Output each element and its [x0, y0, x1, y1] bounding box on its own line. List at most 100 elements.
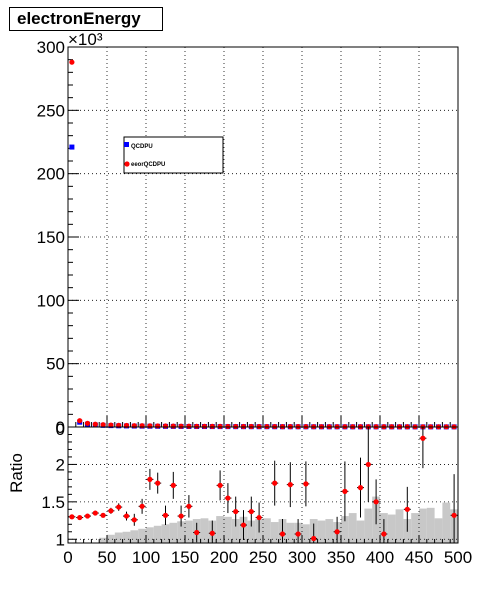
- y-tick-label: 250: [37, 101, 65, 120]
- ratio-hist-bar: [411, 513, 419, 543]
- ratio-point: [186, 503, 192, 509]
- marker-eeorqcdpu: [178, 423, 184, 429]
- ratio-markers: [68, 427, 458, 543]
- ratio-point: [77, 514, 83, 521]
- y-tick-label: 50: [46, 355, 65, 374]
- x-tick-label: 150: [171, 548, 199, 567]
- ratio-point: [162, 512, 169, 518]
- ratio-hist-bar: [356, 520, 365, 543]
- ratio-hist-bar: [419, 508, 427, 543]
- ratio-hist-bar: [426, 507, 435, 543]
- marker-eeorqcdpu: [186, 423, 192, 429]
- ratio-point: [451, 512, 457, 518]
- ratio-hist-bar: [146, 527, 154, 543]
- ratio-hist-bar: [341, 516, 349, 543]
- ratio-y-tick-label: 1.5: [41, 493, 65, 512]
- ratio-point: [178, 513, 184, 519]
- ratio-point: [194, 529, 200, 536]
- marker-eeorqcdpu: [194, 423, 200, 429]
- y-tick-label: 150: [37, 228, 65, 247]
- ratio-y-tick-label: 2: [56, 455, 65, 474]
- ratio-ticks: 0 50 100 150 200 250 300 350 400 450 500 1 1.5 2 0: [41, 420, 472, 567]
- ratio-point: [147, 476, 153, 482]
- ratio-hist-bar: [114, 532, 123, 543]
- ratio-point: [155, 480, 161, 486]
- ratio-point: [225, 495, 231, 501]
- main-ticks: 0 50 100 150 200 250 300: [37, 38, 459, 437]
- ratio-point: [311, 535, 317, 542]
- ratio-point: [420, 435, 426, 441]
- marker-qcdpu: [69, 144, 75, 150]
- ratio-hist-bar: [364, 508, 373, 543]
- ratio-hist-bar: [442, 502, 451, 543]
- ratio-point: [139, 503, 145, 509]
- ratio-hist-bar: [325, 519, 334, 543]
- marker-eeorqcdpu: [108, 422, 114, 428]
- legend-label-qcdpu: QCDPU: [131, 144, 153, 150]
- marker-eeorqcdpu: [147, 423, 153, 429]
- x-tick-label: 350: [327, 548, 355, 567]
- ratio-hist-bar: [224, 516, 232, 543]
- marker-eeorqcdpu: [77, 418, 83, 424]
- ratio-hist-bar: [138, 528, 146, 543]
- x-tick-label: 50: [98, 548, 117, 567]
- ratio-point: [69, 514, 75, 520]
- ratio-hist-bar: [177, 521, 185, 543]
- ratio-point: [342, 488, 348, 494]
- ratio-point: [108, 508, 114, 514]
- marker-eeorqcdpu: [240, 423, 247, 430]
- marker-eeorqcdpu: [233, 423, 239, 430]
- ratio-point: [256, 514, 262, 521]
- ratio-point: [365, 461, 371, 468]
- ratio-point: [131, 517, 137, 523]
- ratio-grid: [68, 427, 458, 543]
- ratio-hist-bar: [348, 513, 357, 543]
- ratio-hist-bar: [317, 520, 326, 543]
- ratio-hist-bar: [263, 518, 271, 543]
- ratio-point: [84, 513, 91, 519]
- ratio-point: [233, 508, 239, 515]
- ratio-hist-bar: [270, 522, 279, 543]
- ratio-hist-bar: [153, 525, 162, 543]
- ratio-point: [373, 499, 379, 505]
- ratio-point: [116, 504, 122, 510]
- ratio-hist-bar: [387, 514, 396, 543]
- ratio-y-tick-label: 1: [56, 530, 65, 549]
- ratio-hist-bar: [395, 509, 404, 543]
- marker-eeorqcdpu: [100, 422, 106, 428]
- ratio-point: [334, 529, 340, 535]
- ratio-point: [295, 531, 301, 537]
- ratio-point: [240, 522, 247, 528]
- ratio-hist-bar: [169, 522, 178, 543]
- marker-eeorqcdpu: [139, 423, 145, 429]
- legend-marker-qcdpu: [124, 142, 129, 147]
- y-tick-label: 0: [56, 418, 65, 437]
- ratio-point: [100, 512, 106, 518]
- marker-eeorqcdpu: [162, 423, 169, 429]
- x-tick-label: 500: [444, 548, 472, 567]
- y-tick-label: 100: [37, 291, 65, 310]
- ratio-point: [279, 531, 286, 537]
- ratio-hist-bar: [107, 534, 115, 543]
- ratio-hist-bar: [216, 516, 224, 543]
- ratio-point: [287, 482, 293, 488]
- ratio-hist-bar: [200, 518, 209, 543]
- marker-eeorqcdpu: [170, 423, 176, 429]
- marker-eeorqcdpu: [92, 421, 98, 427]
- ratio-point: [272, 480, 278, 486]
- ratio-point: [170, 482, 176, 488]
- ratio-hist-bar: [185, 520, 193, 543]
- ratio-point: [248, 508, 254, 515]
- legend-marker-eeorqcdpu: [124, 161, 130, 167]
- y-tick-label: 200: [37, 165, 65, 184]
- x-tick-label: 400: [366, 548, 394, 567]
- marker-eeorqcdpu: [201, 423, 208, 429]
- ratio-point: [209, 530, 215, 536]
- ratio-histogram: [99, 496, 458, 543]
- legend-box: [123, 136, 224, 174]
- marker-eeorqcdpu: [225, 423, 231, 430]
- ratio-hist-bar: [302, 524, 310, 543]
- ratio-top-tick-label: 0: [56, 420, 65, 439]
- ratio-point: [357, 485, 364, 491]
